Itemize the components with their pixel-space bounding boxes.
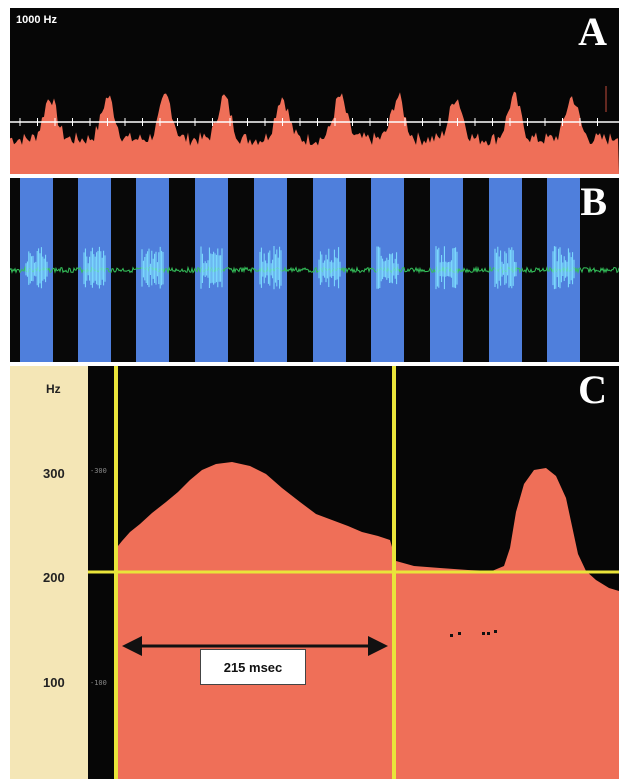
panel-a: 1000 Hz A: [10, 8, 619, 174]
panel-b-baseline-waveform: [10, 265, 619, 275]
panel-b-burst-7: [376, 246, 399, 289]
panel-a-letter: A: [578, 9, 607, 54]
panel-c: Hz 300 200 100 -300 -100 215 msec C: [10, 366, 619, 779]
panel-b-burst-5: [259, 246, 282, 290]
panel-b-burst-1: [25, 247, 48, 289]
panel-a-spectrogram: [10, 86, 619, 174]
panel-c-pitch-contour: [88, 366, 619, 779]
panel-c-tick-300: 300: [43, 466, 65, 481]
panel-b-letter: B: [580, 179, 607, 224]
panel-c-axis-title: Hz: [46, 382, 61, 396]
panel-c-tick-200: 200: [43, 570, 65, 585]
panel-b-waveform: [10, 178, 619, 362]
panel-c-speckle: [450, 634, 453, 637]
panel-c-pitch-area: [118, 462, 619, 779]
panel-c-speckle: [458, 632, 461, 635]
panel-b-burst-2: [83, 246, 106, 289]
panel-b-burst-8: [435, 246, 458, 290]
panel-c-speckle: [487, 632, 490, 635]
panel-c-inner-tick-100: -100: [90, 679, 107, 687]
panel-c-speckle: [494, 630, 497, 633]
panel-b-burst-3: [141, 246, 164, 289]
panel-c-left-gap: [88, 566, 110, 779]
panel-a-frequency-label: 1000 Hz: [16, 14, 57, 26]
panel-b-burst-4: [200, 246, 223, 289]
panel-b-burst-10: [552, 246, 575, 290]
panel-b: B: [10, 178, 619, 362]
panel-b-burst-6: [318, 247, 341, 289]
panel-c-speckle: [482, 632, 485, 635]
duration-label-box: 215 msec: [200, 649, 306, 685]
panel-b-burst-9: [494, 246, 517, 289]
panel-a-energy-envelope: [10, 91, 619, 174]
duration-arrow-right-head: [368, 636, 388, 656]
panel-c-inner-tick-300: -300: [90, 467, 107, 475]
panel-b-segment-bar-6: [313, 178, 346, 362]
panel-b-segment-bar-8: [430, 178, 463, 362]
duration-arrow-left-head: [122, 636, 142, 656]
panel-c-letter: C: [578, 367, 607, 412]
panel-b-segment-bar-9: [489, 178, 522, 362]
panel-c-tick-100: 100: [43, 675, 65, 690]
